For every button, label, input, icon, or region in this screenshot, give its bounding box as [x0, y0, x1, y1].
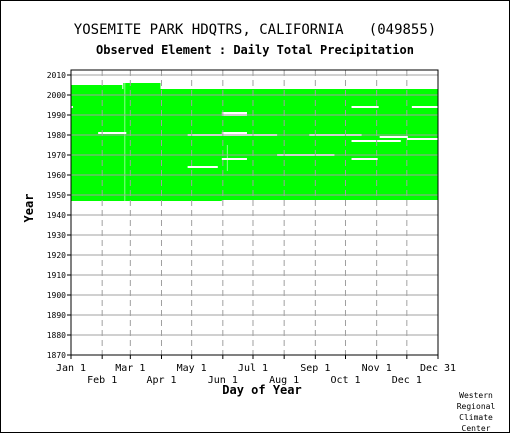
x-axis-label: Day of Year [222, 383, 301, 397]
plot-border [70, 69, 439, 356]
x-tick-label: Oct 1 [330, 375, 360, 386]
y-tick-label: 1880 [47, 331, 66, 340]
credit-line-4: Center [461, 424, 491, 433]
x-tick-label: Dec 1 [392, 375, 422, 386]
chart-title: YOSEMITE PARK HDQTRS, CALIFORNIA (049855… [73, 22, 437, 38]
missing-segment [98, 132, 127, 134]
y-tick-label: 1950 [47, 191, 66, 200]
data-block [71, 85, 123, 89]
y-tick-label: 1870 [47, 351, 66, 360]
axis-layer: 1870 1880 1890 1900 1910 1920 1930 1940 1950 1960… [47, 69, 456, 386]
x-tick-label: Mar 1 [115, 363, 145, 374]
y-tick-label: 1990 [47, 111, 66, 120]
missing-segment [187, 166, 218, 168]
y-tick-label: 1970 [47, 151, 66, 160]
x-tick-label: Jan 1 [56, 363, 86, 374]
x-tick-label: Jul 1 [238, 363, 268, 374]
x-tick-label: Feb 1 [87, 375, 117, 386]
missing-segment [71, 106, 74, 108]
data-block [123, 83, 161, 89]
y-tick-label: 1890 [47, 311, 66, 320]
missing-segment [351, 140, 401, 142]
y-tick-label: 1920 [47, 251, 66, 260]
x-tick-label: Nov 1 [362, 363, 392, 374]
missing-segment [221, 132, 247, 134]
x-tick-label: Dec 31 [420, 363, 456, 374]
y-axis-label: Year [22, 194, 36, 223]
y-tick-label: 1910 [47, 271, 66, 280]
y-tick-label: 1900 [47, 291, 66, 300]
missing-segment [406, 138, 438, 140]
missing-segment [351, 158, 378, 160]
missing-segment [411, 106, 438, 108]
x-tick-label: May 1 [177, 363, 207, 374]
x-tick-label: Apr 1 [146, 375, 176, 386]
x-tick-label: Aug 1 [269, 375, 299, 386]
x-tick-label: Sep 1 [300, 363, 330, 374]
y-tick-label: 2000 [47, 91, 66, 100]
data-block [71, 89, 438, 201]
missing-segment [351, 106, 379, 108]
credit-line-1: Western [459, 391, 493, 400]
data-layer [71, 70, 438, 355]
missing-segment [221, 158, 247, 160]
missing-days [124, 83, 126, 201]
grid-layer [71, 70, 438, 356]
y-tick-label: 1960 [47, 171, 66, 180]
credit-line-3: Climate [459, 413, 493, 422]
missing-segment [221, 112, 247, 114]
chart-subtitle: Observed Element : Daily Total Precipita… [96, 43, 414, 57]
credit-line-2: Regional [456, 402, 496, 411]
missing-segment [221, 200, 438, 202]
y-tick-label: 1940 [47, 211, 66, 220]
missing-segment [379, 136, 408, 138]
y-tick-label: 1980 [47, 131, 66, 140]
y-tick-label: 1930 [47, 231, 66, 240]
x-tick-label: Jun 1 [208, 375, 238, 386]
y-tick-label: 2010 [47, 71, 66, 80]
